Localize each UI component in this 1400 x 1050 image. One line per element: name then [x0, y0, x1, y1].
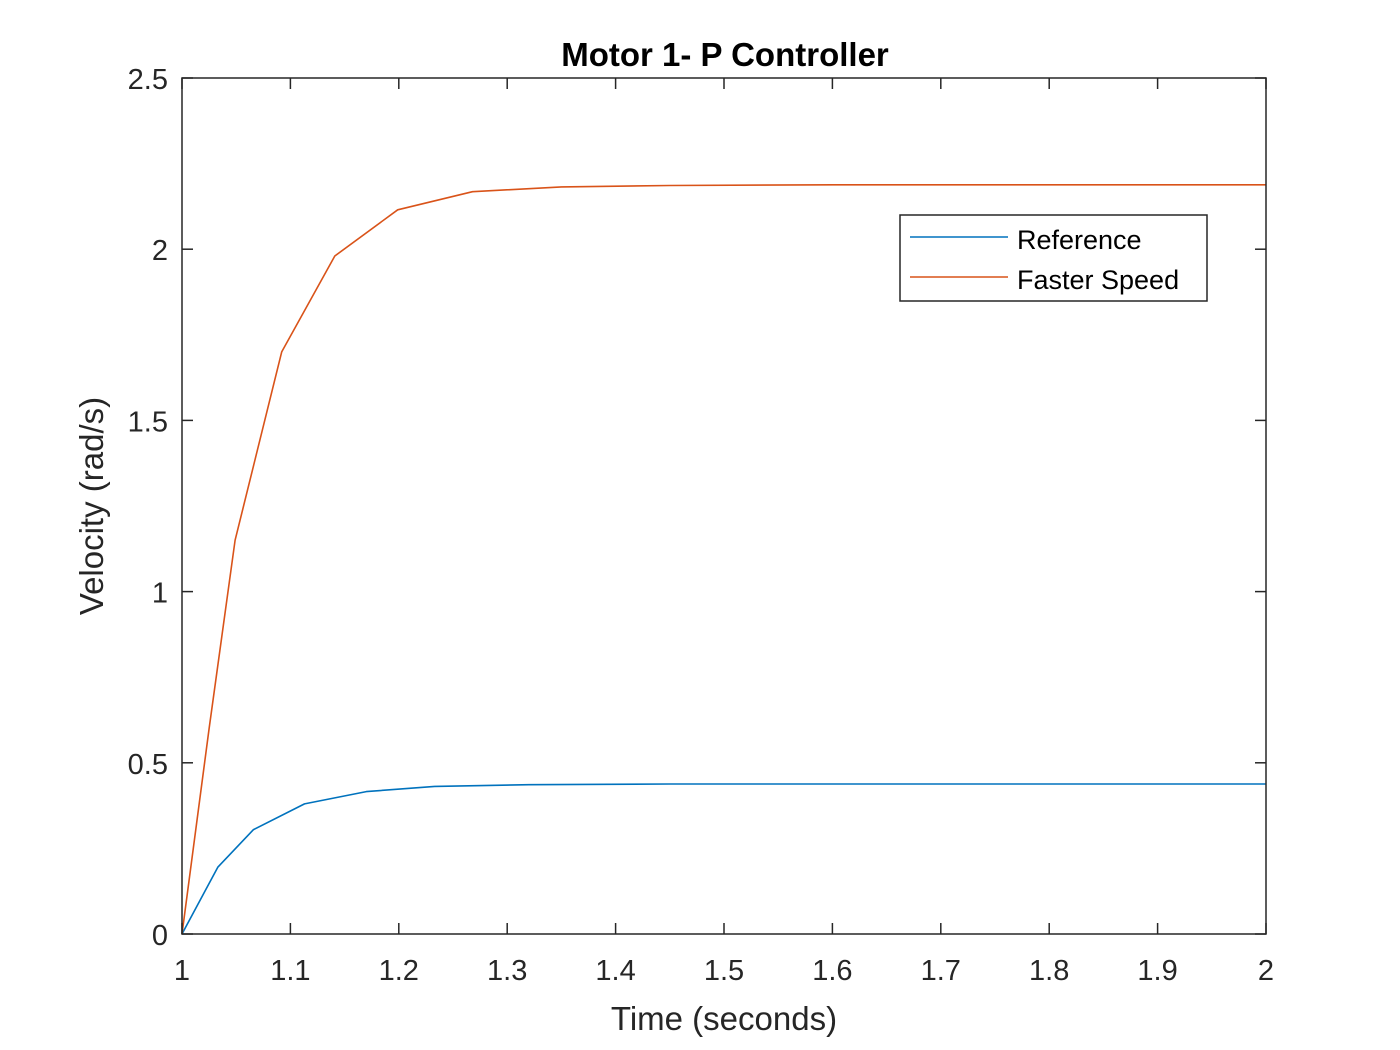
chart-title: Motor 1- P Controller — [561, 36, 889, 73]
x-tick-label: 1.1 — [270, 955, 310, 987]
y-axis-label: Velocity (rad/s) — [73, 397, 110, 615]
y-tick-label: 0 — [152, 920, 168, 952]
legend-label-faster-speed: Faster Speed — [1017, 265, 1179, 295]
x-tick-label: 1.8 — [1029, 955, 1069, 987]
x-tick-label: 1.3 — [487, 955, 527, 987]
legend: Reference Faster Speed — [899, 214, 1208, 302]
x-tick-label: 1.2 — [379, 955, 419, 987]
x-tick-label: 2 — [1258, 955, 1274, 987]
x-axis: 1 1.1 1.2 1.3 1.4 1.5 1.6 1.7 1.8 1.9 2 — [174, 78, 1274, 987]
y-tick-label: 2.5 — [128, 64, 168, 96]
series-line-reference — [181, 783, 1266, 935]
y-axis: 0 0.5 1 1.5 2 2.5 — [128, 64, 1266, 952]
x-tick-label: 1 — [174, 955, 190, 987]
y-tick-label: 0.5 — [128, 749, 168, 781]
x-tick-label: 1.6 — [812, 955, 852, 987]
series-line-faster-speed — [181, 184, 1266, 935]
x-tick-label: 1.7 — [921, 955, 961, 987]
legend-label-reference: Reference — [1017, 225, 1142, 255]
plot-area — [182, 78, 1266, 934]
y-tick-label: 1 — [152, 578, 168, 610]
x-tick-label: 1.5 — [704, 955, 744, 987]
x-axis-label: Time (seconds) — [611, 1000, 837, 1037]
y-tick-label: 2 — [152, 235, 168, 267]
legend-box — [899, 214, 1208, 302]
y-tick-label: 1.5 — [128, 406, 168, 438]
x-tick-label: 1.9 — [1137, 955, 1177, 987]
series-layer — [181, 184, 1266, 935]
axes-background — [182, 78, 1266, 934]
x-tick-label: 1.4 — [595, 955, 635, 987]
